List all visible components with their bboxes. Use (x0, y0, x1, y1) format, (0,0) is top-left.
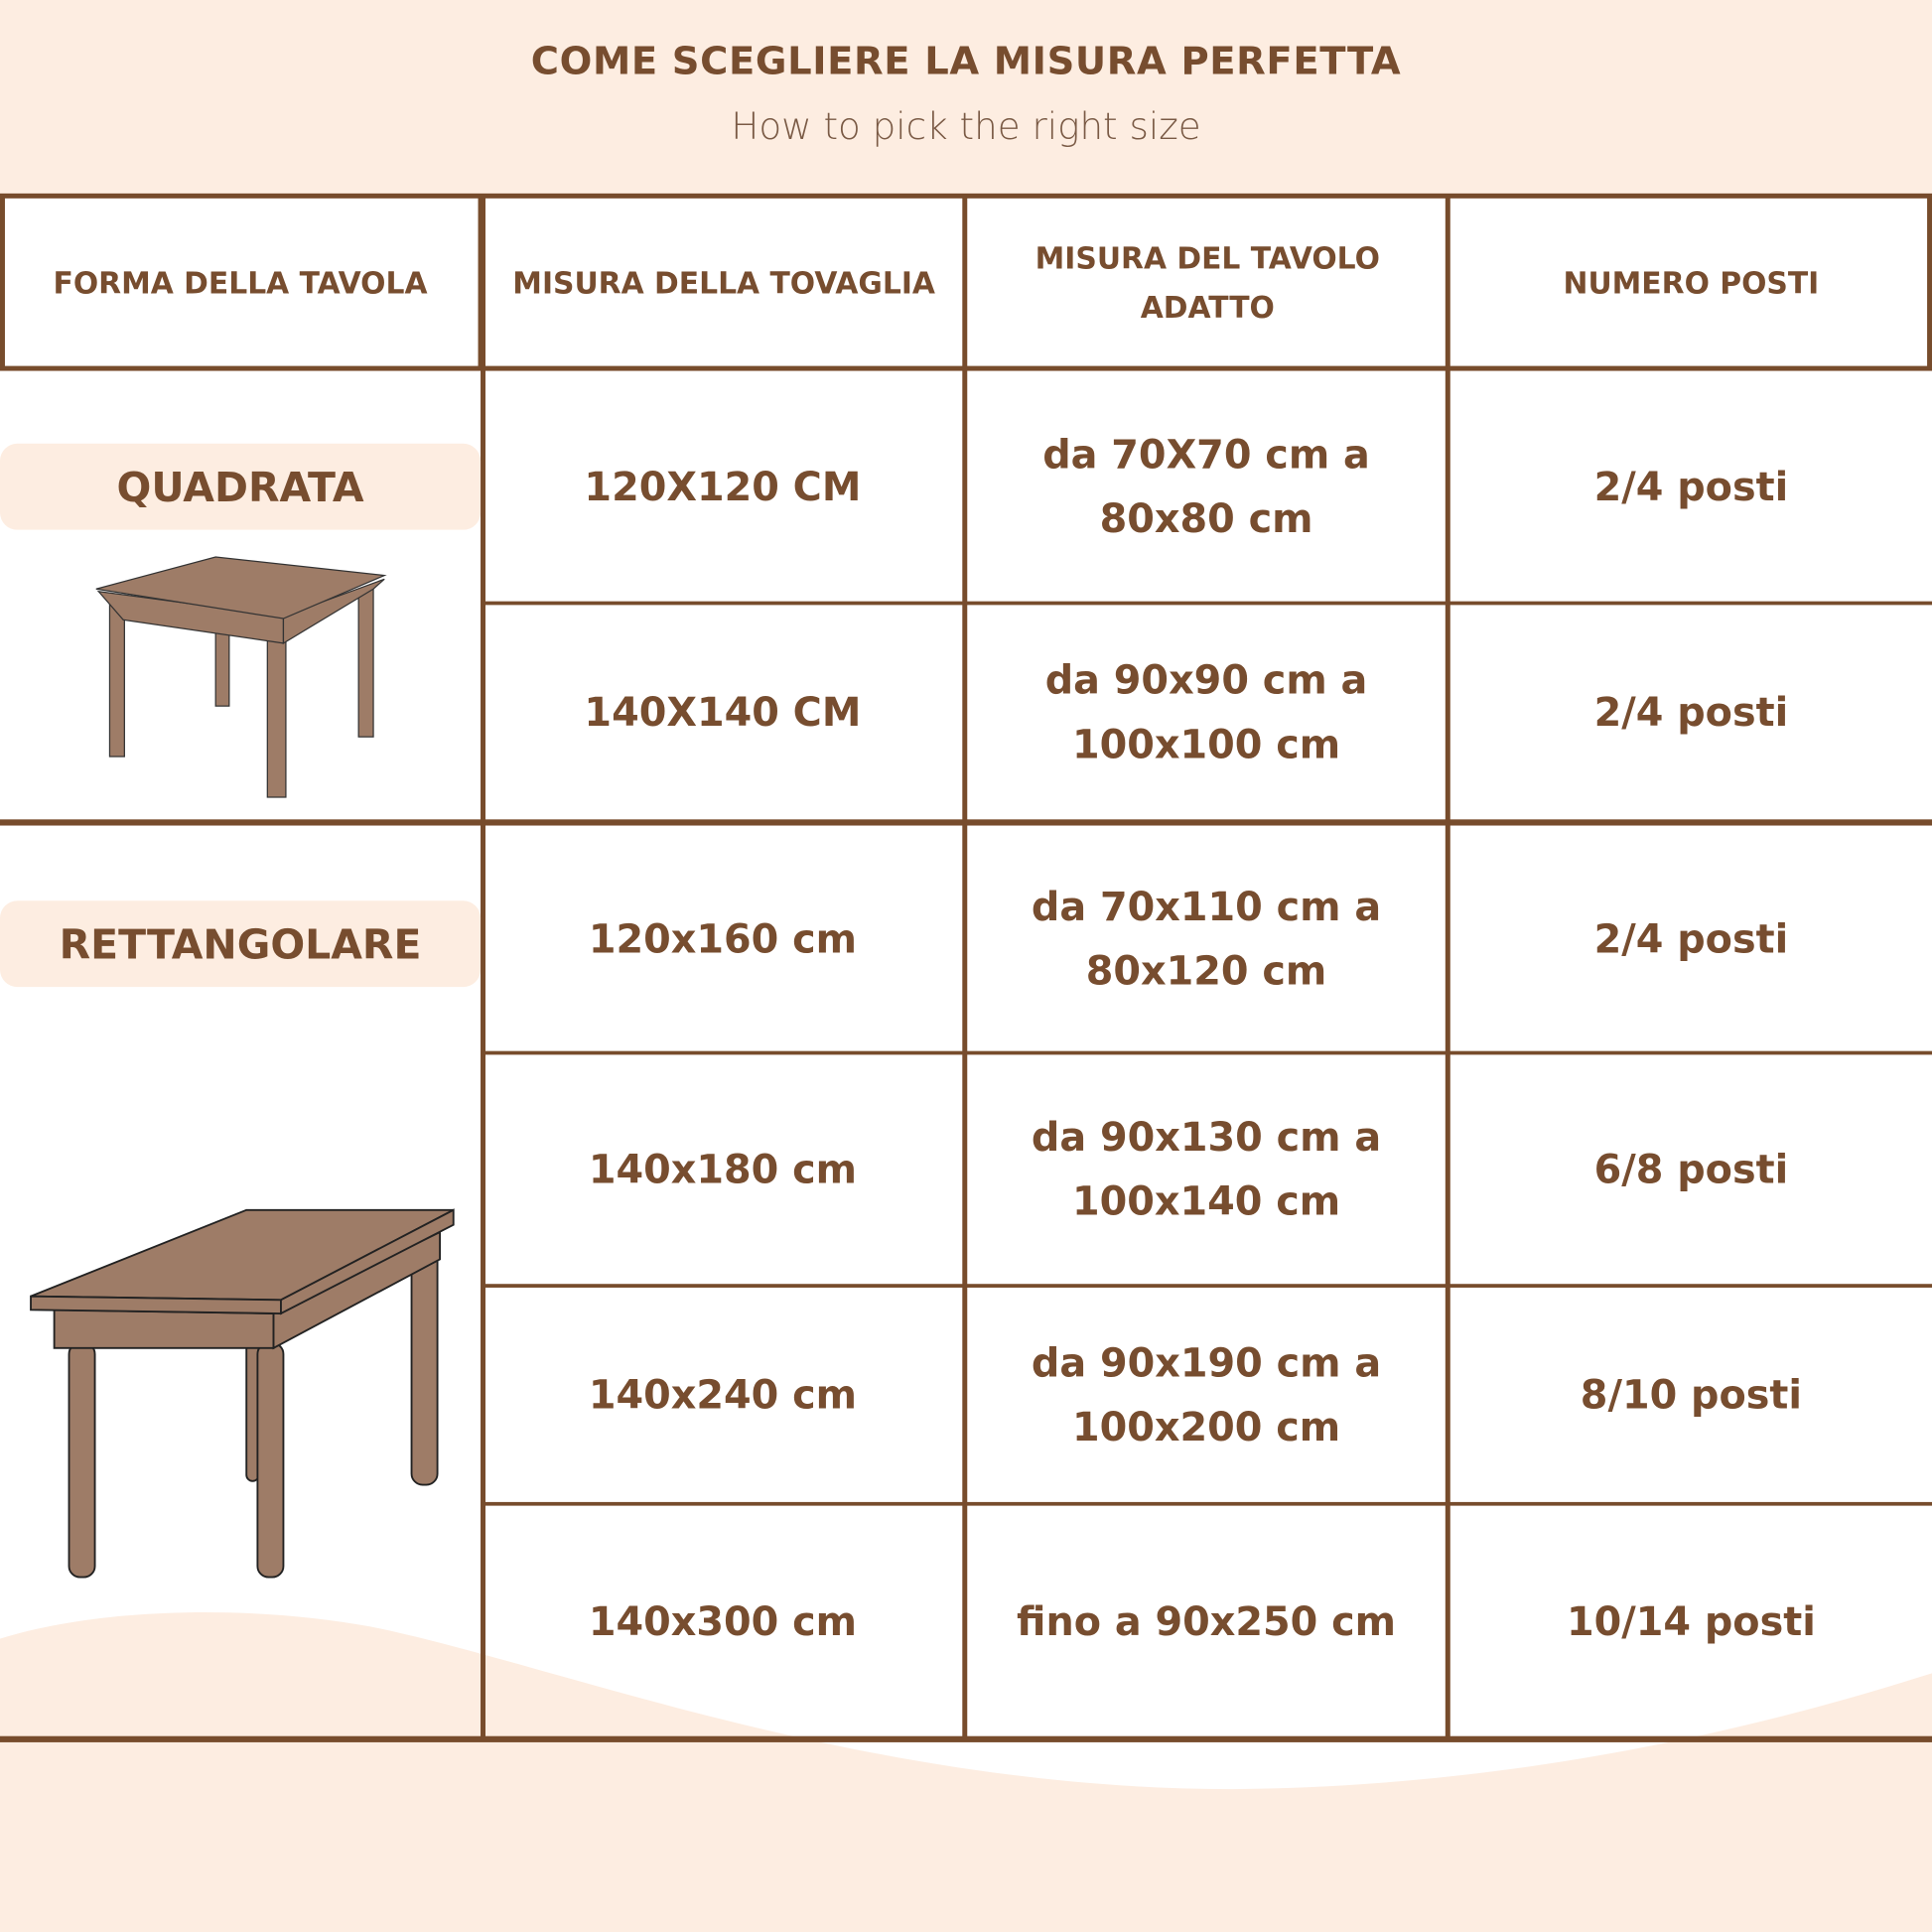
divider (0, 1735, 1932, 1742)
page-title: COME SCEGLIERE LA MISURA PERFETTA (530, 39, 1402, 84)
header-shape: FORMA DELLA TAVOLA (53, 265, 428, 301)
header-table-size: MISURA DEL TAVOLO ADATTO (1035, 240, 1380, 326)
table-size-cell: da 90x90 cm a 100x100 cm (1044, 656, 1368, 768)
seats-cell: 6/8 posti (1593, 1146, 1789, 1193)
divider (481, 195, 485, 1740)
cloth-size-cell: 140x240 cm (588, 1371, 857, 1419)
header-cloth-size: MISURA DELLA TOVAGLIA (512, 265, 935, 301)
divider (0, 819, 1932, 826)
rectangular-table-icon (30, 1208, 455, 1579)
seats-cell: 2/4 posti (1593, 463, 1789, 510)
cloth-size-cell: 140X140 CM (584, 688, 862, 736)
seats-cell: 8/10 posti (1580, 1371, 1802, 1419)
divider (478, 195, 483, 370)
divider (483, 1501, 1932, 1506)
seats-cell: 2/4 posti (1593, 688, 1789, 736)
shape-label-rectangular: RETTANGOLARE (0, 900, 482, 988)
seats-cell: 10/14 posti (1567, 1597, 1816, 1645)
table-size-cell: da 90x130 cm a 100x140 cm (1031, 1113, 1382, 1225)
seats-cell: 2/4 posti (1593, 914, 1789, 962)
shape-label-square: QUADRATA (0, 443, 482, 530)
divider (483, 1050, 1932, 1055)
table-size-cell: da 70x110 cm a 80x120 cm (1031, 883, 1382, 994)
cloth-size-cell: 120X120 CM (584, 463, 862, 510)
divider (483, 1284, 1932, 1288)
table-size-cell: fino a 90x250 cm (1017, 1597, 1397, 1645)
divider (1445, 195, 1450, 1740)
divider (1927, 195, 1932, 370)
divider (962, 195, 968, 1740)
divider (483, 601, 1932, 606)
cloth-size-cell: 140x180 cm (588, 1146, 857, 1193)
page-subtitle: How to pick the right size (731, 105, 1201, 150)
square-table-icon (95, 556, 387, 798)
table-size-cell: da 70X70 cm a 80x80 cm (1042, 430, 1370, 542)
table-size-cell: da 90x190 cm a 100x200 cm (1031, 1339, 1382, 1450)
divider (0, 195, 5, 370)
header-seats: NUMERO POSTI (1563, 265, 1820, 301)
cloth-size-cell: 140x300 cm (588, 1597, 857, 1645)
cloth-size-cell: 120x160 cm (588, 914, 857, 962)
